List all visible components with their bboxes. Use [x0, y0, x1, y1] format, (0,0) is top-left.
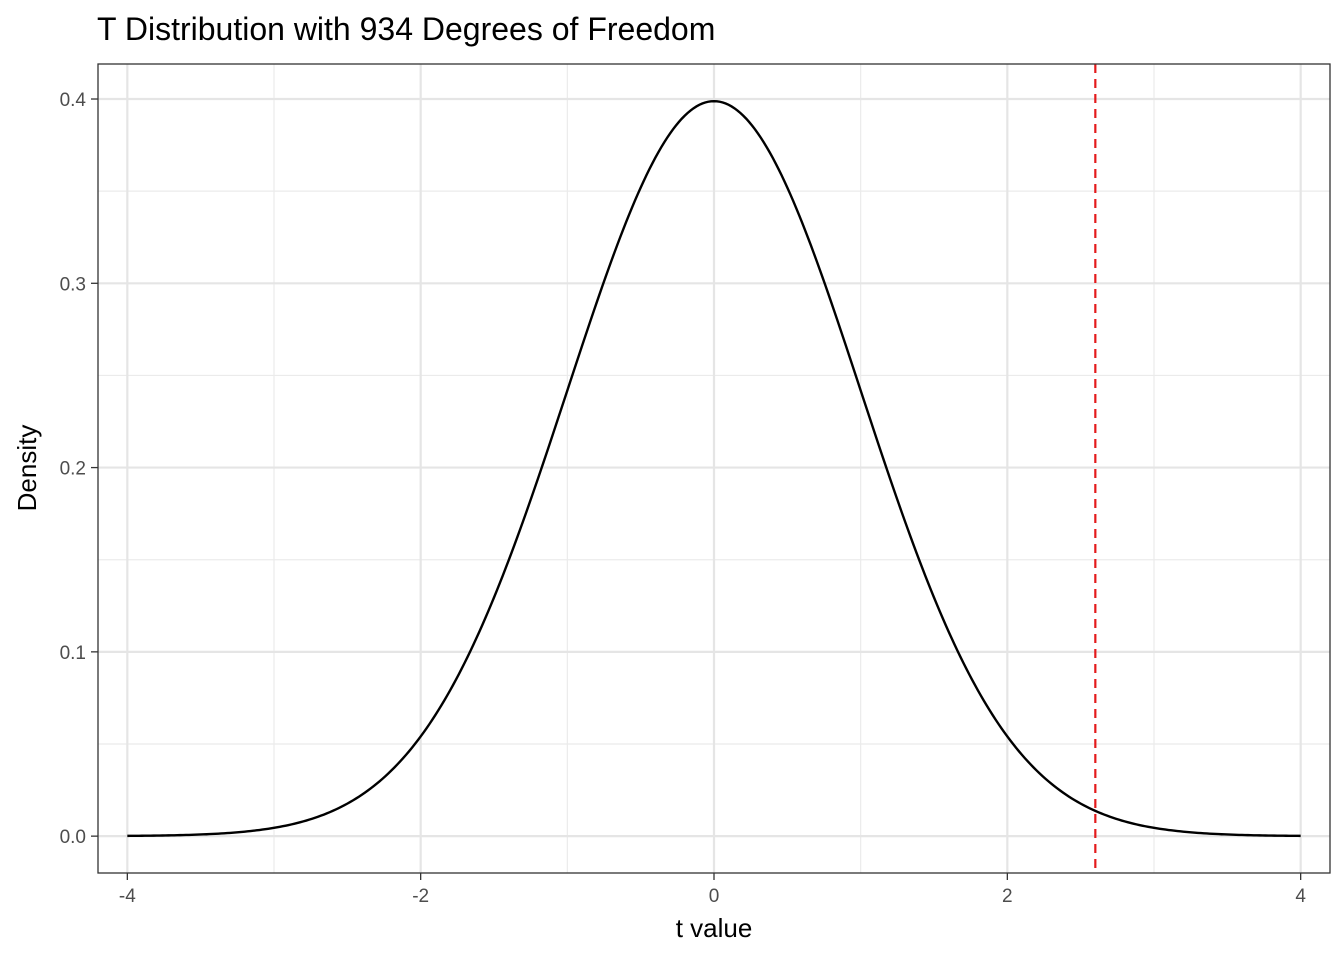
x-tick-label: 0	[709, 886, 720, 907]
y-tick-label: 0.3	[60, 274, 86, 295]
y-tick-label: 0.0	[60, 827, 86, 848]
y-tick-label: 0.1	[60, 643, 86, 664]
series-line-0	[127, 99, 1301, 838]
x-tick-label: -4	[119, 886, 136, 907]
x-tick-label: 2	[1002, 886, 1013, 907]
x-axis: -4 -2 0 2 4	[119, 873, 1306, 907]
y-axis-label: Density	[12, 425, 42, 512]
chart-title: T Distribution with 934 Degrees of Freed…	[97, 11, 715, 47]
y-tick-label: 0.4	[60, 90, 87, 111]
x-tick-label: -2	[412, 886, 429, 907]
series-layer	[127, 99, 1301, 838]
x-axis-label: t value	[676, 913, 753, 943]
y-tick-label: 0.2	[60, 459, 86, 480]
x-tick-label: 4	[1295, 886, 1306, 907]
grid-major	[98, 64, 1330, 873]
y-axis: 0.0 0.1 0.2 0.3 0.4	[60, 90, 98, 848]
